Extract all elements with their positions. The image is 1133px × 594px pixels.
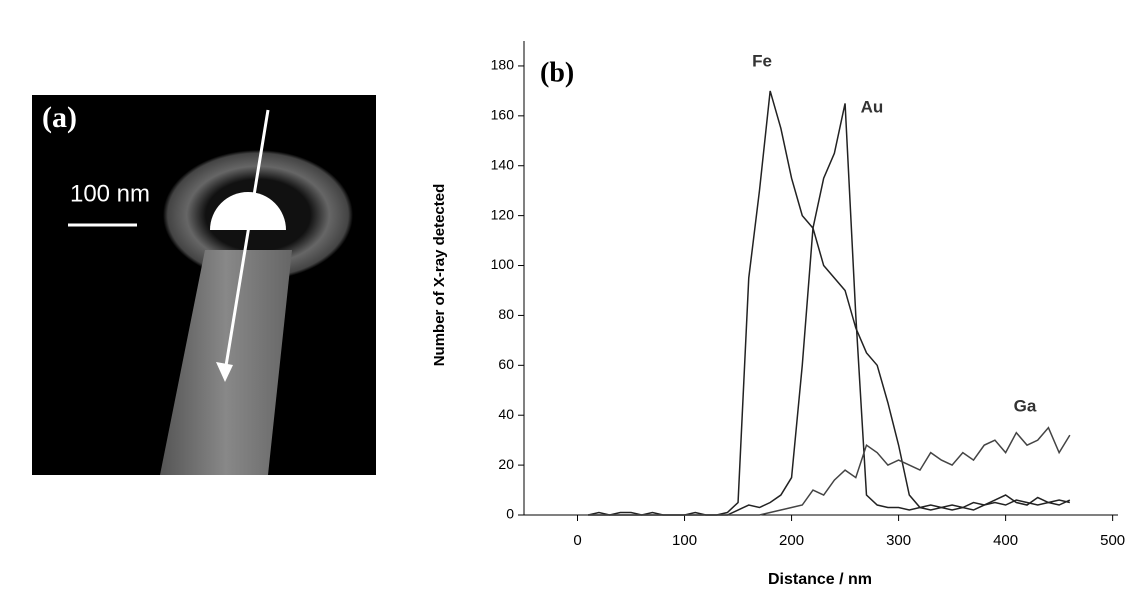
x-tick-label: 400	[993, 532, 1018, 549]
y-tick-label: 100	[491, 256, 515, 272]
x-tick-label: 0	[573, 532, 581, 549]
y-tick-label: 120	[491, 206, 515, 222]
micrograph: (a) 100 nm	[32, 95, 376, 475]
y-axis-title: Number of X-ray detected	[431, 184, 448, 367]
y-tick-label: 180	[491, 57, 515, 73]
y-tick-label: 40	[498, 406, 514, 422]
y-tick-label: 60	[498, 356, 514, 372]
scale-bar-label: 100 nm	[70, 180, 150, 207]
series-label: Fe	[752, 51, 772, 70]
data-line	[588, 103, 1071, 516]
data-line	[588, 426, 1071, 516]
panel-label: (a)	[42, 101, 77, 134]
y-tick-label: 20	[498, 456, 514, 472]
data-line	[588, 90, 1071, 516]
y-tick-label: 160	[491, 107, 515, 123]
panel-label: (b)	[540, 57, 574, 88]
x-tick-label: 500	[1100, 532, 1125, 549]
series-label: Au	[861, 97, 884, 116]
series-label: Ga	[1014, 396, 1037, 415]
x-tick-label: 300	[886, 532, 911, 549]
y-tick-label: 0	[506, 506, 514, 522]
x-axis-title: Distance / nm	[768, 571, 872, 588]
x-tick-label: 200	[779, 532, 804, 549]
y-tick-label: 80	[498, 306, 514, 322]
x-tick-label: 100	[672, 532, 697, 549]
y-tick-label: 140	[491, 156, 515, 172]
